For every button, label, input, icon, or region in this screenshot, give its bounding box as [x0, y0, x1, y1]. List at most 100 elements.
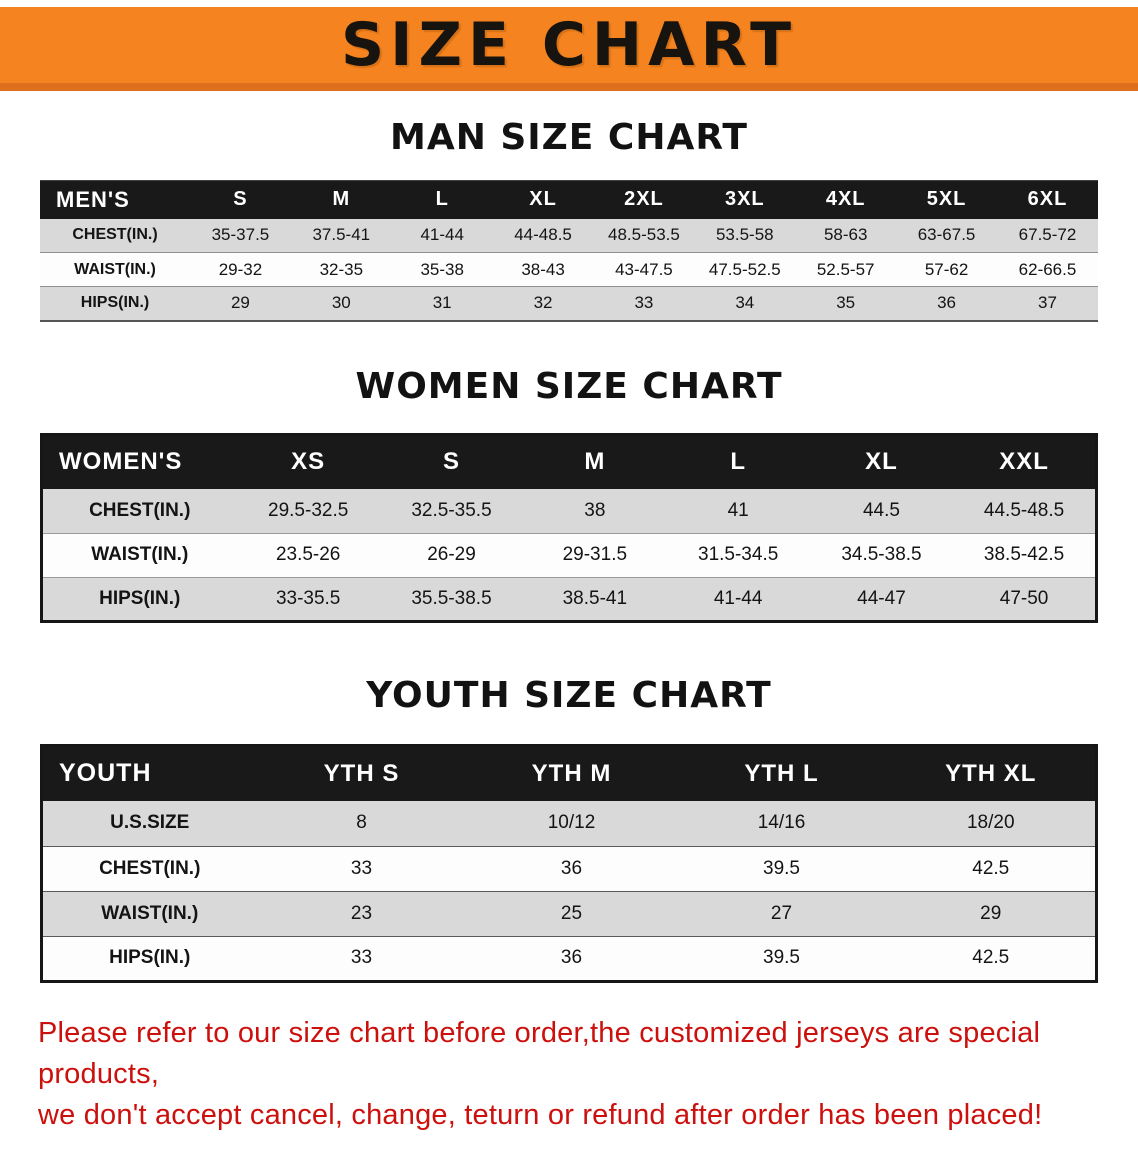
- table-row: WAIST(IN.) 23 25 27 29: [41, 891, 1097, 936]
- size-value: 23: [350, 902, 373, 924]
- men-chart-title: MAN SIZE CHART: [390, 117, 748, 158]
- size-value: 42.5: [972, 947, 1010, 968]
- size-value: 34.5-38.5: [841, 544, 922, 565]
- size-value: 37: [1038, 293, 1057, 313]
- disclaimer-line-1: Please refer to our size chart before or…: [38, 1016, 1041, 1090]
- table-row: CHEST(IN.) 29.5-32.5 32.5-35.5 38 41 44.5 44.5…: [41, 489, 1097, 533]
- size-column-header: M: [523, 434, 667, 489]
- size-value: 18/20: [966, 812, 1015, 834]
- table-row: WAIST(IN.) 23.5-26 26-29 29-31.5 31.5-34.5 34…: [41, 533, 1097, 577]
- size-value: 36: [937, 293, 957, 313]
- size-column-header: XXL: [953, 434, 1097, 489]
- women-size-chart-section: WOMEN SIZE CHART WOMEN'S XS S M L XL XXL CHEST(…: [0, 366, 1138, 623]
- size-value: 37.5-41: [312, 225, 371, 245]
- table-group-label: YOUTH: [41, 745, 257, 801]
- table-row: CHEST(IN.) 35-37.5 37.5-41 41-44 44-48.5 48.5…: [40, 218, 1098, 253]
- size-column-header: 4XL: [795, 180, 897, 219]
- size-value: 26-29: [427, 544, 476, 565]
- size-value: 39.5: [763, 947, 800, 968]
- size-value: 44.5: [862, 499, 900, 521]
- disclaimer-line-2: we don't accept cancel, change, teturn o…: [38, 1098, 1043, 1131]
- size-value: 33: [634, 293, 654, 313]
- size-value: 62-66.5: [1018, 259, 1077, 279]
- size-column-header: L: [391, 180, 493, 219]
- table-row: CHEST(IN.) 33 36 39.5 42.5: [41, 846, 1097, 891]
- youth-chart-title: YOUTH SIZE CHART: [366, 674, 772, 716]
- size-value: 38.5-42.5: [983, 544, 1065, 565]
- size-value: 39.5: [763, 857, 800, 879]
- size-value: 27: [770, 902, 793, 924]
- size-value: 44.5-48.5: [983, 499, 1065, 521]
- size-column-header: XL: [809, 434, 954, 489]
- size-value: 38.5-41: [562, 587, 628, 609]
- size-value: 58-63: [823, 225, 868, 245]
- size-value: 35-37.5: [211, 225, 270, 245]
- page-title: SIZE CHART: [340, 10, 798, 80]
- size-column-header: S: [379, 434, 524, 489]
- men-size-table: MEN'S S M L XL 2XL 3XL 4XL 5XL 6XL CHEST(IN.) 35-37…: [40, 180, 1098, 322]
- size-column-header: 5XL: [896, 180, 997, 219]
- size-column-header: YTH L: [676, 745, 887, 801]
- table-row: U.S.SIZE 8 10/12 14/16 18/20: [41, 801, 1097, 846]
- size-column-header: YTH XL: [886, 745, 1097, 801]
- size-value: 38-43: [521, 259, 565, 279]
- size-value: 33: [350, 857, 373, 879]
- size-value: 41-44: [713, 587, 763, 609]
- size-column-header: L: [666, 434, 810, 489]
- women-chart-title: WOMEN SIZE CHART: [355, 365, 783, 407]
- size-column-header: YTH S: [256, 745, 467, 801]
- size-value: 52.5-57: [816, 259, 875, 279]
- size-value: 23.5-26: [275, 544, 341, 565]
- size-value: 25: [560, 902, 583, 924]
- size-value: 8: [356, 812, 367, 834]
- size-column-header: S: [190, 180, 291, 219]
- size-value: 44-47: [857, 587, 906, 609]
- size-chart-page: SIZE CHART MAN SIZE CHART MEN'S S M L XL 2XL 3…: [0, 7, 1138, 1156]
- table-header-row: YOUTH YTH S YTH M YTH L YTH XL: [41, 745, 1097, 801]
- size-value: 30: [331, 293, 351, 313]
- women-size-table: WOMEN'S XS S M L XL XXL CHEST(IN.) 29.5-32.5 32.5…: [40, 432, 1098, 623]
- size-value: 32-35: [319, 259, 364, 279]
- size-value: 41: [727, 499, 749, 521]
- size-value: 31.5-34.5: [698, 544, 779, 565]
- row-label: HIPS(IN.): [109, 947, 191, 968]
- size-value: 35-38: [420, 259, 464, 279]
- row-label: CHEST(IN.): [99, 857, 201, 879]
- size-column-header: YTH M: [466, 745, 677, 801]
- size-value: 44-48.5: [514, 225, 572, 245]
- size-value: 29.5-32.5: [268, 499, 349, 521]
- table-group-label: WOMEN'S: [41, 434, 237, 489]
- table-header-row: WOMEN'S XS S M L XL XXL: [41, 434, 1097, 489]
- table-row: HIPS(IN.) 29 30 31 32 33 34 35 36 37: [40, 286, 1098, 321]
- size-value: 57-62: [924, 259, 969, 279]
- size-value: 29: [980, 902, 1002, 924]
- size-value: 47-50: [999, 587, 1049, 609]
- row-label: WAIST(IN.): [91, 544, 189, 565]
- size-value: 32.5-35.5: [411, 499, 492, 521]
- disclaimer-note: Please refer to our size chart before or…: [38, 1013, 1100, 1137]
- table-group-label: MEN'S: [40, 180, 190, 219]
- size-value: 33: [350, 947, 373, 968]
- size-column-header: 3XL: [694, 180, 796, 219]
- size-value: 35: [836, 293, 856, 313]
- size-column-header: M: [290, 180, 392, 219]
- size-value: 36: [560, 947, 583, 968]
- size-value: 31: [432, 293, 452, 313]
- size-value: 29-31.5: [562, 544, 628, 565]
- size-value: 10/12: [547, 812, 596, 834]
- size-chart-banner: SIZE CHART: [0, 7, 1138, 91]
- size-value: 43-47.5: [615, 259, 673, 279]
- row-label: CHEST(IN.): [89, 499, 191, 521]
- size-column-header: 2XL: [593, 180, 695, 219]
- youth-size-table: YOUTH YTH S YTH M YTH L YTH XL U.S.SIZE 8 10/12…: [40, 743, 1098, 983]
- size-value: 35.5-38.5: [411, 587, 492, 609]
- row-label: CHEST(IN.): [72, 226, 158, 244]
- row-label: HIPS(IN.): [99, 587, 181, 609]
- size-value: 29: [230, 293, 250, 313]
- size-value: 67.5-72: [1018, 225, 1077, 245]
- size-value: 33-35.5: [275, 587, 341, 609]
- size-value: 53.5-58: [715, 225, 774, 245]
- men-size-chart-section: MAN SIZE CHART MEN'S S M L XL 2XL 3XL 4XL 5XL 6XL…: [0, 117, 1138, 322]
- row-label: U.S.SIZE: [110, 812, 190, 834]
- size-value: 34: [735, 293, 755, 313]
